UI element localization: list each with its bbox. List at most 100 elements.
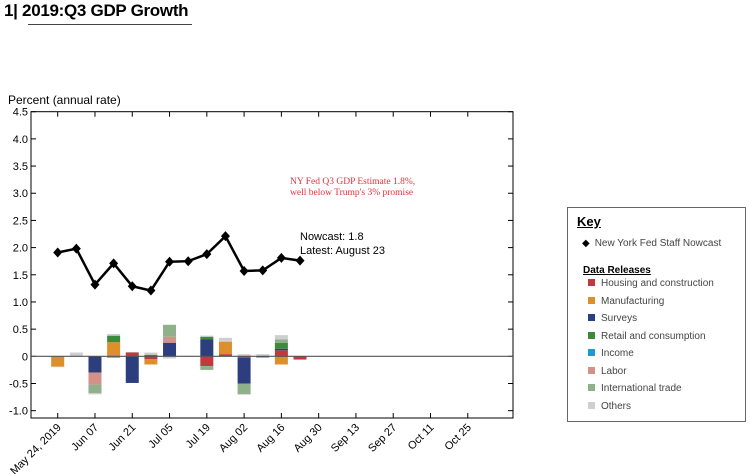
bar-segment-others [125, 351, 139, 353]
nowcast-point [109, 258, 119, 269]
estimate-annotation-line1: NY Fed Q3 GDP Estimate 1.8%, [290, 177, 415, 187]
color-swatch [588, 296, 595, 304]
bar-segment-surveys [125, 356, 139, 383]
bar-segment-retail-and-consumption [107, 335, 121, 343]
nowcast-point [202, 249, 212, 260]
bar-segment-housing-and-construction [274, 350, 288, 357]
key-item: Income [588, 347, 634, 361]
bar-segment-others [107, 334, 121, 336]
bar-segment-retail-and-consumption [274, 342, 288, 349]
bar-segment-surveys [274, 348, 288, 351]
key-nowcast-entry: ◆ New York Fed Staff Nowcast [582, 238, 721, 249]
y-tick-label: -1.0 [9, 406, 28, 418]
bar-segment-housing-and-construction [144, 356, 158, 360]
x-tick-label: Aug 02 [217, 422, 250, 455]
x-tick-label: Oct 25 [443, 422, 474, 453]
diamond-icon: ◆ [582, 238, 590, 249]
y-axis-label: Percent (annual rate) [8, 93, 121, 107]
nowcast-point [146, 285, 156, 296]
plot-frame [30, 111, 514, 419]
x-tick-label: Aug 30 [292, 422, 325, 455]
x-tick-label: May 24, 2019 [8, 422, 64, 474]
nowcast-label: Nowcast: 1.8 [300, 231, 364, 243]
x-tick-label: Oct 11 [406, 422, 437, 453]
bar-segment-labor [88, 372, 102, 385]
x-tick-label: Aug 16 [254, 422, 287, 455]
bar-segment-retail-and-consumption [200, 336, 214, 340]
key-item-label: Housing and construction [601, 278, 714, 289]
bar-segment-others [163, 356, 177, 359]
color-swatch [588, 331, 595, 339]
page-title: 1| 2019:Q3 GDP Growth [4, 1, 189, 20]
key-item: Manufacturing [588, 295, 664, 309]
color-swatch [588, 279, 595, 286]
bar-segment-international-trade [200, 366, 214, 370]
key-releases-title: Data Releases [583, 265, 651, 276]
key-item: Surveys [588, 312, 637, 326]
y-tick-label: 1.5 [13, 270, 28, 282]
nowcast-point [239, 265, 249, 276]
chart-key: Key ◆ New York Fed Staff Nowcast Data Rel… [567, 207, 746, 422]
key-item: Retail and consumption [588, 330, 706, 344]
key-title: Key [577, 214, 601, 229]
bar-segment-manufacturing [107, 342, 121, 357]
key-item-label: Retail and consumption [601, 330, 706, 342]
key-item: International trade [588, 382, 682, 396]
x-tick-label: Sep 27 [366, 422, 399, 455]
bar-segment-others [256, 354, 270, 357]
bar-segment-others [218, 337, 232, 342]
key-item-label: International trade [601, 383, 682, 394]
nowcast-point [258, 265, 268, 276]
x-tick-label: Sep 13 [329, 422, 362, 455]
title-underline [28, 24, 192, 25]
y-tick-label: 0.5 [13, 324, 28, 336]
y-tick-label: 3.5 [13, 161, 28, 173]
key-item-label: Others [601, 400, 632, 412]
y-tick-label: -0.5 [9, 379, 28, 391]
key-item-label: Manufacturing [601, 295, 665, 307]
bar-segment-manufacturing [51, 356, 65, 367]
bar-segment-housing-and-construction [125, 352, 139, 357]
x-tick-label: Jul 19 [184, 422, 213, 451]
bar-segment-international-trade [163, 324, 177, 337]
y-tick-label: 4.0 [13, 134, 28, 146]
x-tick-label: Jun 07 [69, 422, 101, 454]
bar-segment-labor [163, 336, 177, 343]
key-item-label: Income [601, 348, 634, 359]
key-item-label: Surveys [601, 313, 638, 324]
bar-segment-international-trade [237, 383, 251, 395]
color-swatch [588, 349, 595, 356]
nowcast-point [183, 256, 193, 267]
color-swatch [588, 314, 595, 321]
y-tick-label: 2.5 [13, 215, 28, 227]
nowcast-point [90, 279, 100, 290]
bar-segment-others [200, 335, 214, 337]
estimate-annotation-line2: well below Trump's 3% promise [290, 188, 413, 198]
y-tick-label: 2.0 [13, 243, 28, 255]
bar-segment-others [69, 352, 83, 357]
nowcast-point [220, 231, 230, 242]
y-tick-label: 1.0 [13, 297, 28, 309]
key-item: Housing and construction [588, 277, 714, 291]
color-swatch [588, 384, 595, 391]
nowcast-point [165, 256, 175, 267]
bar-segment-international-trade [274, 339, 288, 343]
bar-segment-manufacturing [144, 359, 158, 365]
bar-segment-housing-and-construction [218, 354, 232, 357]
bar-segment-surveys [88, 356, 102, 373]
key-item-label: Labor [601, 365, 627, 377]
gdp-nowcast-chart: Percent (annual rate)4.5 4.0 3.5 3.0 2.5 2.0 1… [8, 93, 514, 474]
bar-segment-others [274, 335, 288, 340]
bar-segment-housing-and-construction [237, 356, 251, 358]
bar-segment-housing-and-construction [200, 356, 214, 367]
bar-segment-housing-and-construction [293, 356, 307, 360]
x-tick-label: Jul 05 [146, 422, 175, 451]
bar-segment-surveys [237, 357, 251, 384]
color-swatch [588, 366, 595, 374]
bar-segment-others [51, 366, 65, 368]
bar-segment-others [88, 393, 102, 395]
y-tick-label: 0 [22, 351, 28, 363]
nowcast-point [295, 255, 305, 266]
bar-segment-international-trade [88, 384, 102, 394]
key-item: Others [588, 400, 631, 414]
